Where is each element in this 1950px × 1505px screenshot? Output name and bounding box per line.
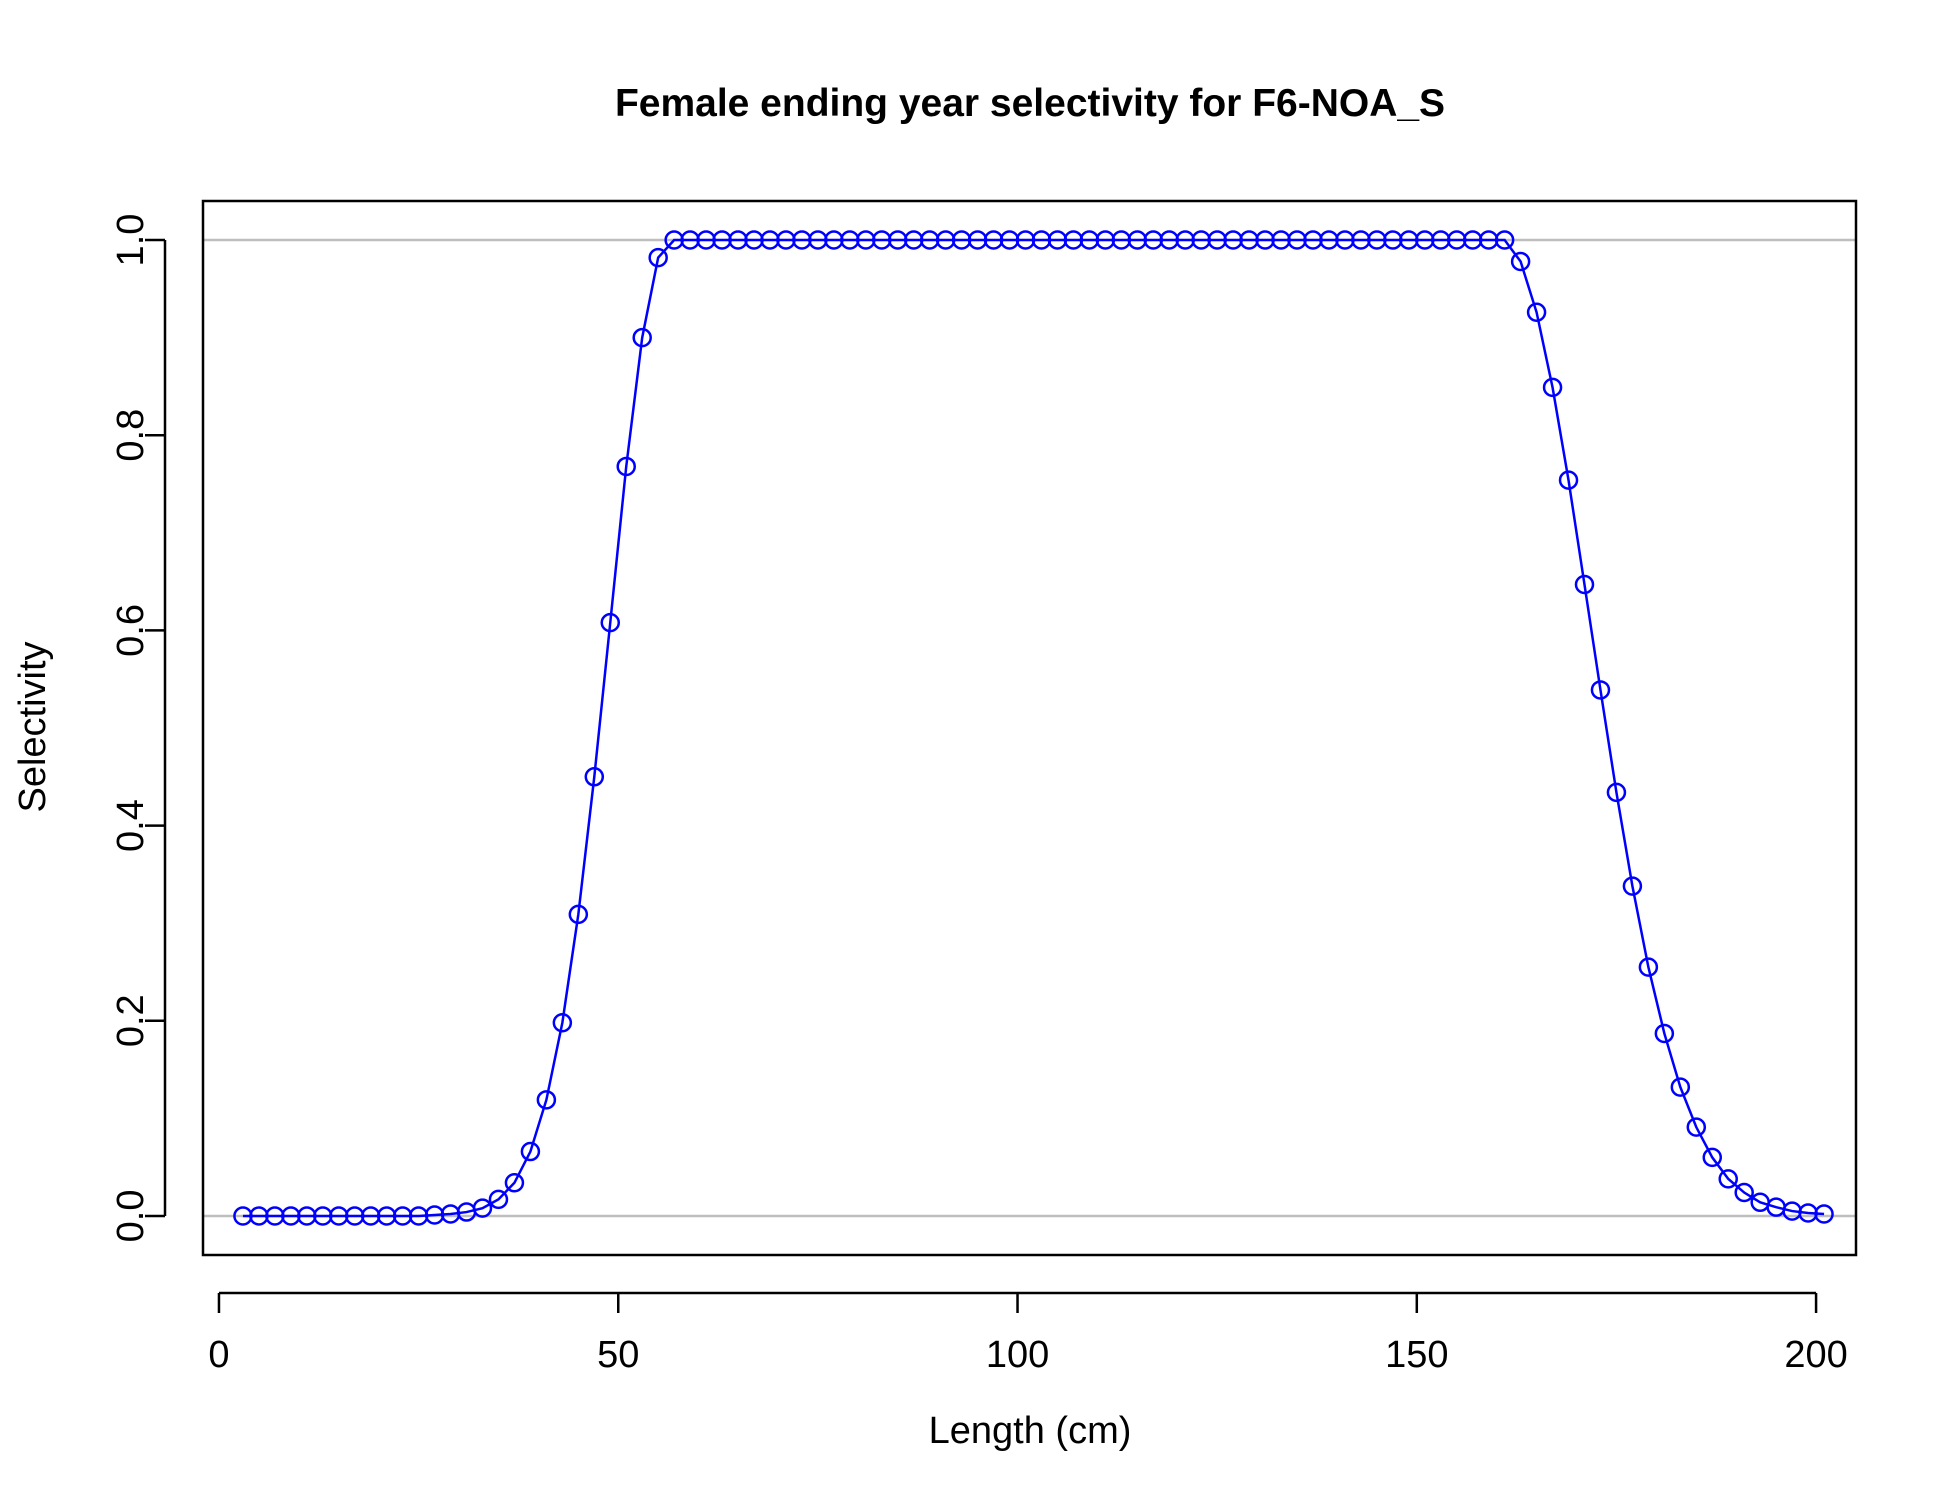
data-point — [632, 327, 652, 348]
data-point — [472, 1198, 493, 1218]
data-point — [1814, 1204, 1834, 1224]
data-point — [488, 1189, 509, 1210]
y-tick-label: 0.6 — [110, 604, 152, 657]
data-point — [1702, 1147, 1723, 1168]
data-point — [1526, 302, 1547, 323]
y-tick-label: 0.0 — [110, 1190, 152, 1243]
data-point — [1590, 680, 1611, 700]
data-point — [536, 1090, 557, 1110]
data-point — [1494, 230, 1515, 250]
plot-frame — [201, 199, 1858, 1257]
data-point — [1718, 1169, 1738, 1189]
x-tick-label: 0 — [208, 1334, 229, 1376]
y-tick-label: 0.4 — [110, 799, 152, 852]
data-point — [568, 904, 589, 925]
data-point — [648, 247, 668, 268]
x-tick-label: 50 — [597, 1334, 639, 1376]
x-axis-label: Length (cm) — [929, 1410, 1132, 1452]
data-point — [504, 1173, 525, 1193]
y-tick-label: 0.2 — [110, 994, 152, 1047]
data-point — [1670, 1077, 1691, 1097]
y-axis-label: Selectivity — [12, 641, 54, 812]
data-point — [1574, 574, 1595, 595]
data-point — [1622, 876, 1643, 896]
data-point — [584, 767, 605, 787]
data-point — [520, 1141, 541, 1162]
x-axis: 0 50 100 150 200 — [208, 1291, 1848, 1376]
data-point — [1558, 470, 1579, 490]
data-point — [1606, 782, 1627, 803]
series-layer — [233, 230, 1834, 1226]
data-point — [1654, 1023, 1675, 1044]
data-point — [1638, 957, 1659, 977]
y-tick-label: 0.8 — [110, 409, 152, 462]
data-point — [552, 1012, 573, 1033]
data-point — [1510, 251, 1531, 272]
x-tick-label: 150 — [1385, 1334, 1448, 1376]
data-point — [1734, 1182, 1754, 1203]
chart-title: Female ending year selectivity for F6-NO… — [615, 82, 1445, 125]
data-point — [1686, 1117, 1707, 1137]
y-axis: 0.0 0.2 0.4 0.6 0.8 1.0 — [110, 214, 167, 1243]
data-point — [600, 612, 621, 633]
x-tick-label: 100 — [986, 1334, 1049, 1376]
data-point — [616, 456, 636, 477]
y-tick-label: 1.0 — [110, 214, 152, 267]
x-tick-label: 200 — [1784, 1334, 1847, 1376]
data-point — [1542, 377, 1563, 398]
